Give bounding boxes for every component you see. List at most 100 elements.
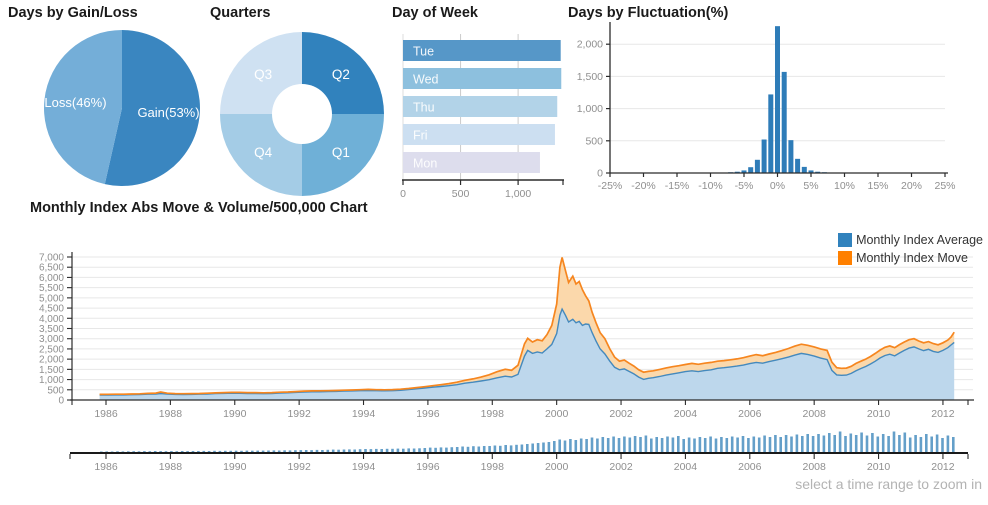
quarters-chart-title: Quarters [210, 5, 271, 21]
volume-bar [229, 450, 232, 452]
volume-bar [801, 436, 804, 452]
day-bar[interactable] [403, 96, 558, 117]
y-tick-label: 500 [47, 385, 64, 396]
volume-bar [105, 451, 108, 452]
day-bar[interactable] [403, 40, 561, 61]
histogram-bar[interactable] [801, 166, 807, 173]
pie-slice[interactable] [104, 30, 200, 186]
volume-bar [881, 434, 885, 452]
y-tick-label: 7,000 [39, 253, 64, 264]
y-tick-label: 3,500 [39, 324, 64, 335]
x-tick-label: 2010 [867, 461, 891, 473]
quarters-donut-chart[interactable]: Q2 Q1 Q4 Q3 [212, 25, 392, 210]
x-tick-label: 2010 [867, 408, 891, 420]
volume-bar [531, 443, 534, 452]
volume-bar [747, 438, 750, 452]
volume-bar [407, 448, 410, 452]
move-legend-swatch [838, 251, 853, 265]
x-tick-label: 2004 [674, 461, 698, 473]
volume-bar [240, 450, 243, 452]
x-tick-label: 1996 [416, 461, 440, 473]
volume-bar [256, 450, 259, 452]
volume-bar [310, 450, 313, 452]
volume-bar [860, 432, 863, 452]
volume-bar [914, 435, 917, 452]
day-bar[interactable] [403, 124, 555, 145]
volume-bar [304, 450, 308, 452]
volume-bar [844, 436, 847, 452]
volume-bar [137, 451, 141, 452]
volume-bar [127, 451, 130, 452]
histogram-bar[interactable] [748, 167, 754, 173]
volume-bar [822, 435, 826, 452]
histogram-bar[interactable] [768, 94, 774, 173]
x-tick-label: 10% [834, 180, 855, 192]
histogram-bar[interactable] [775, 26, 780, 173]
volume-bar [919, 437, 923, 452]
legend-item-average[interactable]: Monthly Index Average [838, 233, 983, 247]
x-tick-label: 1994 [352, 408, 376, 420]
y-tick-label: 6,500 [39, 263, 64, 274]
fluctuation-histogram[interactable]: 0 500 1,000 1,500 2,000 -25% -20% -15% -10% -5% 0%… [565, 18, 988, 198]
x-tick-label: 2000 [545, 408, 569, 420]
volume-bar [779, 437, 782, 452]
x-tick-label: 2006 [738, 461, 762, 473]
volume-bar [520, 444, 524, 452]
volume-bar [515, 444, 518, 452]
volume-bar [207, 451, 211, 452]
volume-bar [375, 448, 378, 452]
volume-bar [526, 444, 529, 452]
volume-bar [547, 442, 551, 452]
histogram-bar[interactable] [788, 140, 794, 173]
volume-bar [553, 441, 556, 452]
volume-bar [499, 445, 502, 452]
volume-bar [418, 448, 421, 452]
time-range-selector[interactable]: 1986 1988 1990 1992 1994 1996 1998 2000 2002 2004… [0, 424, 988, 474]
day-bar[interactable] [403, 68, 562, 89]
histogram-bar[interactable] [741, 170, 747, 173]
histogram-bar[interactable] [808, 170, 814, 173]
dayofweek-bar-chart[interactable]: Tue Wed Thu Fri Mon 0 500 1,000 [398, 28, 576, 200]
donut-slice-label: Q4 [254, 145, 273, 160]
x-tick-label: 1998 [481, 408, 505, 420]
histogram-bar[interactable] [754, 159, 760, 173]
pie-slice[interactable] [43, 30, 122, 185]
volume-bar [315, 449, 319, 452]
x-tick-label: 2012 [931, 408, 955, 420]
pie-slice-label: Gain(53%) [137, 105, 199, 120]
histogram-bar[interactable] [795, 158, 801, 173]
volume-bar [294, 450, 297, 452]
monthly-index-area-chart[interactable]: 05001,0001,5002,0002,5003,0003,5004,0004… [0, 228, 988, 422]
x-tick-label: 2008 [803, 461, 827, 473]
y-tick-label: 0 [597, 168, 603, 180]
volume-bar [191, 451, 195, 452]
volume-bar [838, 431, 842, 452]
histogram-bar[interactable] [761, 139, 767, 173]
legend-item-move[interactable]: Monthly Index Move [838, 251, 968, 265]
volume-bar [277, 450, 281, 452]
day-bar[interactable] [403, 152, 540, 173]
volume-bar [132, 451, 135, 452]
volume-bar [925, 434, 928, 452]
x-tick-label: 5% [803, 180, 818, 192]
volume-bar [612, 436, 615, 452]
volume-bar [898, 435, 901, 452]
volume-bar [488, 446, 491, 452]
y-tick-label: 2,500 [39, 344, 64, 355]
volume-bar [682, 439, 685, 452]
volume-bar [391, 448, 394, 452]
volume-bar [790, 436, 793, 452]
average-area [99, 309, 955, 400]
volume-bar [828, 433, 831, 452]
gainloss-pie-chart[interactable]: Gain(53%) Loss(46%) [35, 25, 215, 205]
day-bar-label: Fri [413, 129, 428, 143]
volume-bar [197, 451, 200, 452]
histogram-bar[interactable] [781, 71, 787, 173]
y-tick-label: 6,000 [39, 273, 64, 284]
day-bar-label: Wed [413, 73, 439, 87]
volume-bar [563, 440, 567, 452]
x-tick-label: 1988 [159, 461, 183, 473]
y-tick-label: 1,500 [39, 365, 64, 376]
y-tick-label: 1,000 [39, 375, 64, 386]
volume-bar [854, 435, 858, 452]
